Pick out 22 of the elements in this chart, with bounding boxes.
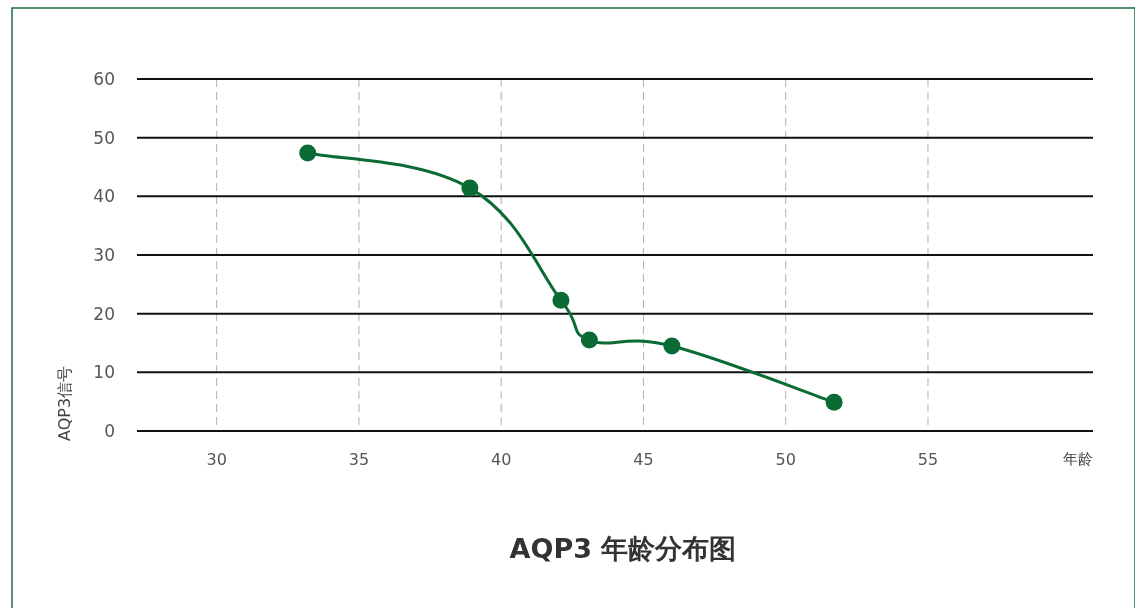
x-tick-label: 45 [633,450,654,469]
x-tick-label: 55 [917,450,939,469]
point [461,179,479,197]
y-tick-label: 10 [93,362,115,383]
point [825,393,843,411]
x-tick-label: 40 [491,450,512,469]
y-tick-label: 60 [93,69,115,89]
point [552,291,570,309]
y-tick-label: 0 [104,421,115,441]
y-axis-title: AQP3信号 [55,365,74,441]
y-tick-label: 30 [93,245,115,265]
text: AQP3 年龄分布图 [509,533,737,564]
point [299,144,317,162]
y-tick-label: 20 [93,303,115,324]
y-tick-label: 50 [93,127,115,148]
x-axis-title: 年龄 [1063,450,1093,468]
x-tick-label: 30 [206,450,227,469]
point [580,331,598,349]
point [663,337,681,355]
x-tick-label: 35 [348,450,370,469]
x-tick-label: 50 [775,450,796,469]
y-tick-label: 40 [93,186,115,207]
